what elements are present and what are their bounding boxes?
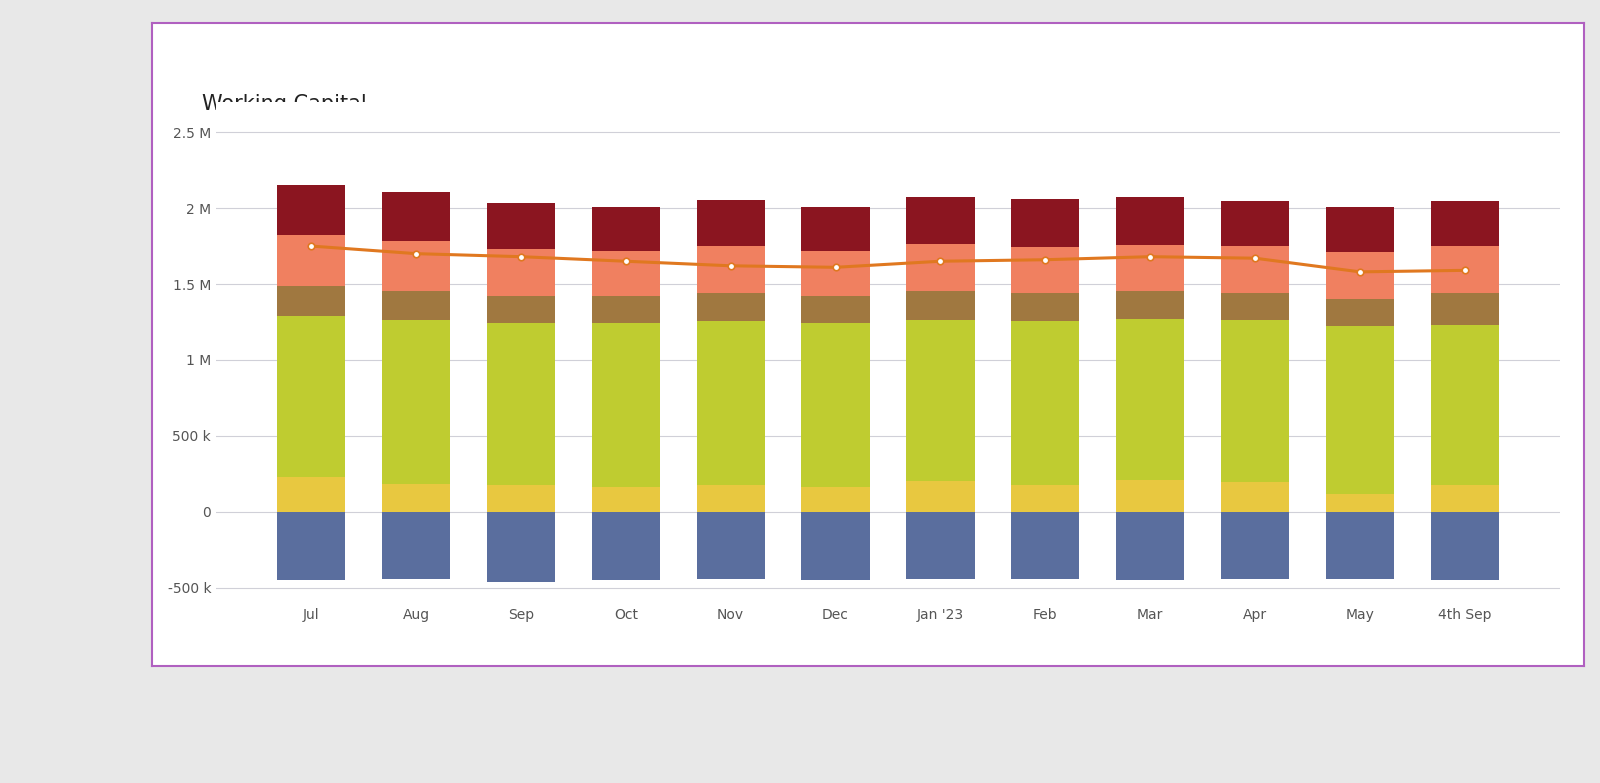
Point [509,251,534,263]
Bar [802,251,870,296]
Point [718,259,744,272]
Bar [1326,252,1394,299]
Bar [1430,485,1499,512]
Bar [277,286,346,316]
Bar [382,484,450,512]
Bar [1011,293,1080,321]
Bar [1011,199,1080,247]
Bar [486,296,555,323]
Bar [382,290,450,319]
Point [298,240,323,252]
Bar [1430,293,1499,325]
Bar [382,512,450,579]
Point [403,247,429,260]
Bar [592,487,659,512]
Bar [696,485,765,512]
Bar [906,482,974,512]
Bar [1011,321,1080,485]
Bar [277,512,346,580]
Bar [1221,201,1290,246]
Bar [906,319,974,482]
Bar [1326,493,1394,512]
Bar [696,246,765,293]
Bar [1326,207,1394,252]
Bar [1117,290,1184,319]
Bar [1430,325,1499,485]
Bar [382,319,450,484]
Bar [696,512,765,579]
Bar [1326,299,1394,326]
Bar [1326,512,1394,579]
Bar [802,512,870,580]
Bar [1430,512,1499,580]
Bar [1221,482,1290,512]
Bar [486,323,555,485]
Bar [1117,244,1184,290]
Bar [486,249,555,296]
Bar [592,512,659,580]
Point [1242,252,1267,265]
Bar [486,512,555,582]
Bar [592,323,659,487]
Bar [277,186,346,236]
Point [1453,264,1478,276]
Bar [696,321,765,485]
Bar [486,485,555,512]
Bar [696,200,765,246]
Bar [1011,485,1080,512]
Bar [1430,246,1499,293]
Bar [486,203,555,249]
Bar [696,293,765,321]
Point [613,255,638,268]
Bar [1011,247,1080,293]
Bar [1221,293,1290,320]
Bar [1117,512,1184,580]
Bar [906,244,974,290]
Point [822,261,848,273]
Bar [1221,512,1290,579]
Bar [382,240,450,290]
Bar [592,207,659,251]
Text: Working Capital: Working Capital [202,94,366,114]
Bar [1221,246,1290,293]
Bar [906,197,974,244]
Bar [802,296,870,323]
Bar [277,236,346,286]
Bar [1326,326,1394,493]
Bar [592,251,659,296]
Bar [906,512,974,579]
Bar [802,487,870,512]
Bar [1117,197,1184,244]
Point [1347,265,1373,278]
Bar [1221,320,1290,482]
Bar [1430,201,1499,246]
Bar [592,296,659,323]
Point [1138,251,1163,263]
Bar [802,207,870,251]
Bar [277,477,346,512]
Point [1032,254,1058,266]
Bar [1117,480,1184,512]
Bar [1117,319,1184,480]
Point [928,255,954,268]
Bar [906,290,974,319]
Bar [277,316,346,477]
Bar [802,323,870,487]
Bar [382,192,450,240]
Bar [1011,512,1080,579]
